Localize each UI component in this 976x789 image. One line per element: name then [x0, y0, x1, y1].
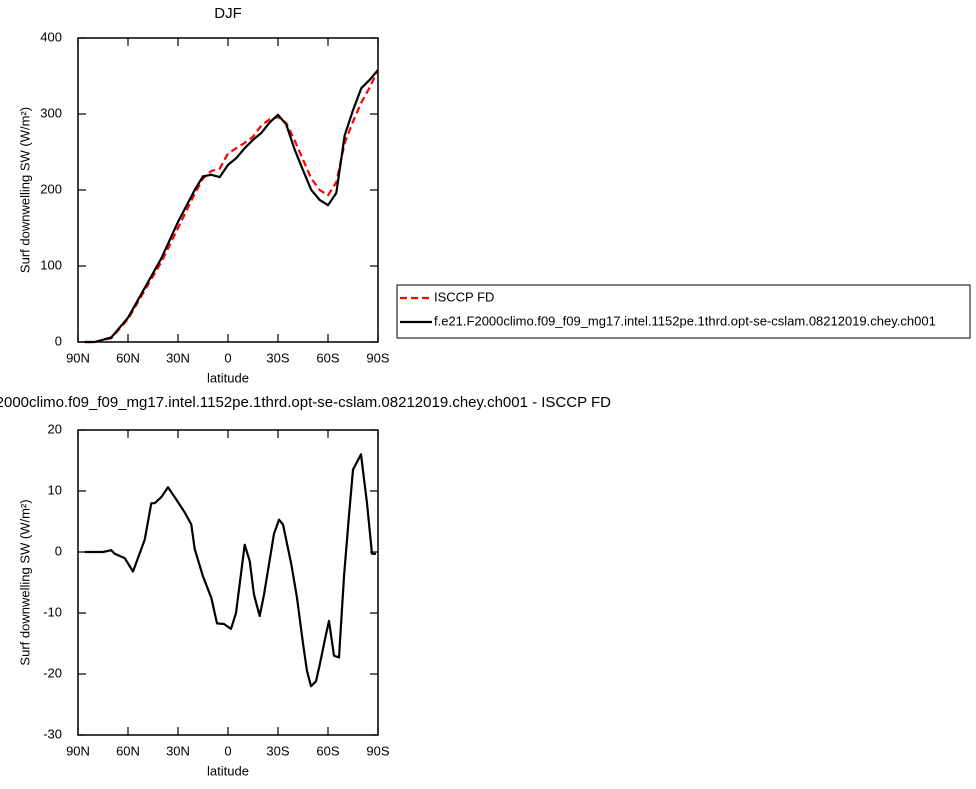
- y-axis-label: Surf downwelling SW (W/m²): [17, 107, 32, 273]
- chart-title: DJF: [214, 5, 242, 22]
- chart-title: f.e21.F2000climo.f09_f09_mg17.intel.1152…: [0, 394, 611, 411]
- legend-box: [396, 284, 971, 339]
- x-axis-label: latitude: [207, 370, 249, 385]
- y-tick-label: -20: [43, 665, 62, 680]
- x-tick-label: 30N: [166, 350, 190, 365]
- x-tick-label: 90N: [66, 350, 90, 365]
- data-line: [84, 69, 379, 344]
- x-tick-label: 0: [224, 350, 231, 365]
- plot-frame: [77, 429, 379, 736]
- legend-label: f.e21.F2000climo.f09_f09_mg17.intel.1152…: [434, 313, 936, 328]
- y-tick-label: 300: [40, 105, 62, 120]
- x-tick-label: 60S: [316, 350, 339, 365]
- x-tick-label: 90S: [366, 350, 389, 365]
- x-tick-label: 90N: [66, 743, 90, 758]
- x-tick-label: 30N: [166, 743, 190, 758]
- data-line: [84, 69, 379, 344]
- y-tick-label: 200: [40, 181, 62, 196]
- x-tick-label: 30S: [266, 350, 289, 365]
- legend-label: ISCCP FD: [434, 289, 494, 304]
- y-tick-label: 0: [55, 333, 62, 348]
- x-tick-label: 30S: [266, 743, 289, 758]
- x-tick-label: 60N: [116, 743, 140, 758]
- y-tick-label: -10: [43, 604, 62, 619]
- y-tick-label: 400: [40, 29, 62, 44]
- x-tick-label: 0: [224, 743, 231, 758]
- x-tick-label: 60N: [116, 350, 140, 365]
- x-axis-label: latitude: [207, 763, 249, 778]
- y-tick-label: 10: [48, 482, 62, 497]
- y-tick-label: 20: [48, 421, 62, 436]
- y-tick-label: -30: [43, 726, 62, 741]
- y-axis-label: Surf downwelling SW (W/m²): [17, 499, 32, 665]
- y-tick-label: 0: [55, 543, 62, 558]
- x-tick-label: 60S: [316, 743, 339, 758]
- y-tick-label: 100: [40, 257, 62, 272]
- x-tick-label: 90S: [366, 743, 389, 758]
- data-line: [84, 453, 376, 688]
- plot-frame: [77, 37, 379, 343]
